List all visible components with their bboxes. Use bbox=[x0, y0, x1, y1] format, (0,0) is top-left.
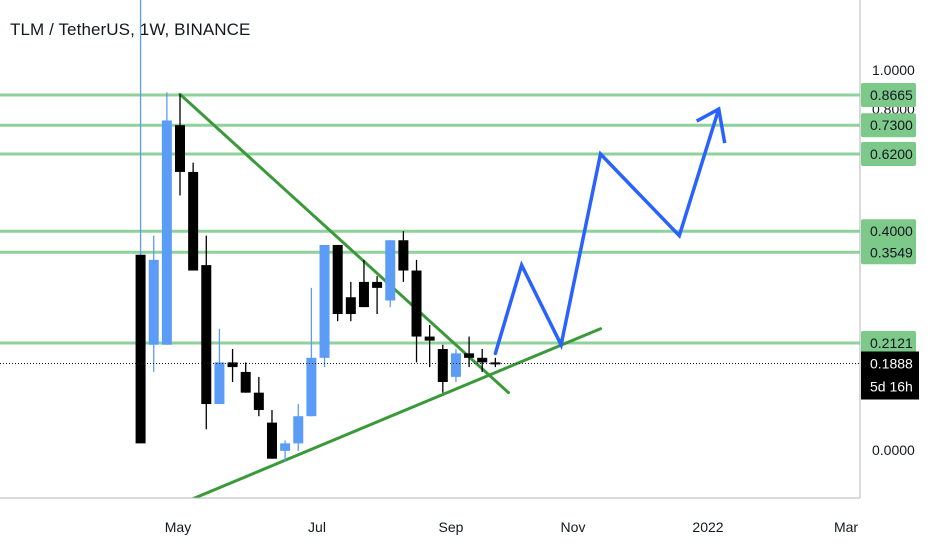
candle bbox=[358, 259, 369, 308]
level-badge-label: 0.4000 bbox=[870, 223, 913, 239]
level-badge: 0.2121 bbox=[861, 331, 916, 355]
trendlines bbox=[178, 92, 602, 506]
candle-body bbox=[358, 281, 369, 308]
horizontal-levels bbox=[0, 93, 860, 345]
candle-body bbox=[148, 259, 159, 345]
time-tick-label: Mar bbox=[834, 519, 858, 535]
time-tick-label: 2022 bbox=[692, 519, 723, 535]
level-badge-label: 0.6200 bbox=[870, 146, 913, 162]
candle bbox=[319, 244, 330, 368]
candle-body bbox=[345, 297, 356, 315]
candlesticks bbox=[135, 0, 501, 462]
candle bbox=[437, 344, 448, 393]
candle-body bbox=[175, 125, 185, 172]
candle-body bbox=[398, 240, 409, 271]
candle bbox=[266, 410, 277, 459]
candle-body bbox=[214, 362, 225, 405]
candle-body bbox=[253, 392, 264, 411]
candle-body bbox=[280, 443, 291, 451]
current-price-badge: 0.1888 5d 16h bbox=[861, 351, 919, 400]
candle-body bbox=[332, 244, 343, 315]
candle-body bbox=[424, 336, 435, 341]
level-badge: 0.8665 bbox=[861, 83, 916, 107]
candle-body bbox=[227, 362, 238, 368]
candle bbox=[188, 162, 199, 271]
candle-body bbox=[450, 353, 461, 377]
projection-path bbox=[493, 106, 727, 356]
level-badge-label: 0.8665 bbox=[870, 87, 913, 103]
candle bbox=[227, 348, 238, 382]
candle bbox=[490, 357, 501, 368]
candle-body bbox=[464, 353, 475, 358]
current-price-label: 0.1888 bbox=[870, 356, 913, 372]
bar-countdown-label: 5d 16h bbox=[870, 379, 913, 395]
level-badges: 0.8665 0.7300 0.6200 0.4000 0.3549 0.2121 bbox=[861, 83, 916, 355]
candle bbox=[450, 348, 461, 382]
candle bbox=[214, 328, 225, 405]
candle bbox=[306, 287, 317, 417]
ascending-trendline bbox=[178, 327, 602, 506]
candle-body bbox=[385, 240, 396, 301]
candle bbox=[175, 94, 185, 196]
projection-arrowhead bbox=[695, 106, 727, 144]
candle bbox=[293, 404, 304, 451]
time-tick-label: Sep bbox=[439, 519, 464, 535]
candle bbox=[385, 240, 396, 308]
candle bbox=[411, 259, 422, 363]
level-badge: 0.3549 bbox=[861, 240, 916, 265]
time-axis-ticks: May Jul Sep Nov 2022 Mar bbox=[165, 519, 859, 535]
candle bbox=[372, 276, 383, 315]
candle bbox=[345, 281, 356, 322]
projection-line bbox=[493, 107, 721, 356]
candle bbox=[148, 235, 159, 372]
descending-trendline bbox=[178, 92, 510, 395]
candle-body bbox=[306, 357, 317, 417]
candle bbox=[161, 92, 172, 345]
time-tick-label: Jul bbox=[308, 519, 326, 535]
candle bbox=[253, 376, 264, 417]
price-tick-label: 0.0000 bbox=[872, 442, 915, 458]
candle bbox=[477, 348, 488, 372]
level-badge: 0.4000 bbox=[861, 219, 916, 244]
candle-body bbox=[188, 171, 199, 271]
level-badge: 0.7300 bbox=[861, 113, 916, 138]
candle bbox=[398, 231, 409, 282]
candle bbox=[240, 362, 251, 393]
candle-body bbox=[266, 422, 277, 459]
level-badge: 0.6200 bbox=[861, 141, 916, 166]
candle bbox=[135, 0, 146, 444]
time-axis[interactable] bbox=[0, 497, 860, 550]
candle bbox=[332, 244, 343, 322]
candle-body bbox=[372, 281, 383, 288]
time-tick-label: Nov bbox=[561, 519, 586, 535]
time-tick-label: May bbox=[165, 519, 191, 535]
candle-body bbox=[240, 371, 251, 393]
candle-body bbox=[411, 270, 422, 337]
candle bbox=[280, 440, 291, 462]
candle bbox=[201, 235, 212, 430]
chart-title: TLM / TetherUS, 1W, BINANCE bbox=[10, 20, 251, 39]
candle-body bbox=[293, 416, 304, 444]
candle bbox=[464, 336, 475, 368]
candle bbox=[424, 324, 435, 368]
candle-body bbox=[437, 348, 448, 382]
candle-body bbox=[477, 357, 488, 363]
level-badge-label: 0.2121 bbox=[870, 335, 913, 351]
price-tick-label: 1.0000 bbox=[872, 62, 915, 78]
candle-body bbox=[135, 254, 146, 444]
level-badge-label: 0.3549 bbox=[870, 244, 913, 260]
level-badge-label: 0.7300 bbox=[870, 117, 913, 133]
candle-body bbox=[201, 265, 212, 405]
candle-body bbox=[161, 120, 172, 345]
candle-body bbox=[319, 244, 330, 358]
